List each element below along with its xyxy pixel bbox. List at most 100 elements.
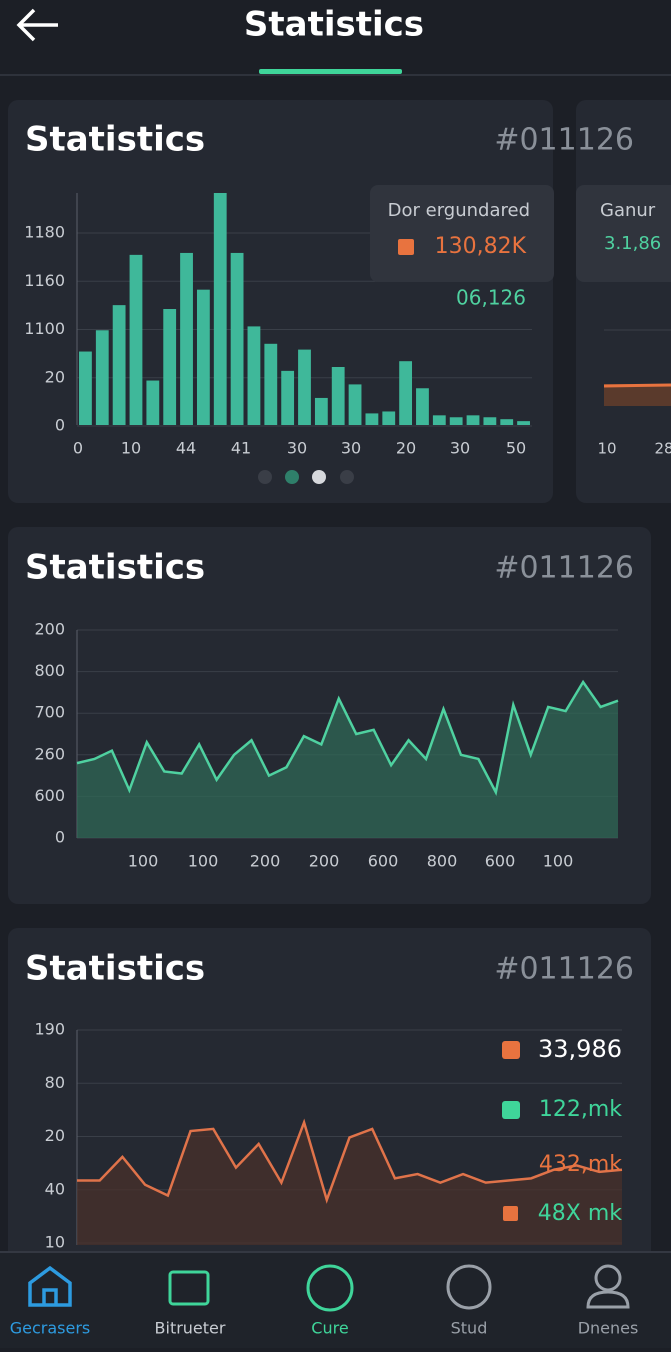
nav-icon[interactable] [28,1265,72,1307]
nav-icon[interactable] [594,1264,622,1292]
bar [331,367,345,425]
bar [348,384,362,425]
y-tick-label: 1160 [24,271,65,290]
y-tick-label: 1100 [24,319,65,338]
bar [112,305,126,425]
card-code: #011126 [494,952,634,987]
legend-swatch [502,1041,520,1059]
bar [483,417,497,425]
nav-label[interactable]: Dnenes [578,1319,639,1338]
bar [79,351,92,425]
x-tick-label: 10 [121,439,141,458]
legend-entry: 432,mk [539,1152,622,1177]
area [77,1122,622,1245]
nav-icon[interactable] [306,1264,354,1312]
bar [382,411,396,425]
legend-entry: 122,mk [539,1097,622,1122]
legend-swatch [502,1101,520,1119]
nav-label[interactable]: Bitrueter [155,1319,226,1338]
tooltip-sub: 06,126 [456,286,526,310]
x-tick-label: 100 [128,852,159,871]
page-dot[interactable] [340,470,354,484]
back-button[interactable] [16,8,58,42]
nav-icon[interactable] [168,1270,210,1306]
x-tick-label: 600 [485,852,516,871]
nav-label[interactable]: Stud [451,1319,488,1338]
x-tick-label: 28 [654,440,671,458]
line [77,1118,623,1204]
y-tick-label: 80 [45,1073,65,1092]
x-tick-label: 30 [287,439,307,458]
legend-entry: 48X mk [538,1201,622,1226]
card-code: #011126 [494,123,634,158]
x-tick-label: 50 [506,439,526,458]
bar [213,193,227,425]
bar [314,397,328,425]
x-tick-label: 100 [188,852,219,871]
legend-entry: 33,986 [538,1035,622,1063]
x-tick-label: 10 [597,440,616,458]
y-tick-label: 200 [34,620,65,639]
x-tick-label: 600 [368,852,399,871]
side-line [603,383,671,388]
card-code: #011126 [494,551,634,586]
bar [365,413,379,425]
side-area [604,384,671,406]
y-tick-label: 20 [45,367,65,386]
y-tick-label: 700 [34,703,65,722]
bar [230,252,244,425]
side-value: 3.1,86 [604,233,661,254]
nav-label[interactable]: Cure [311,1319,348,1338]
y-tick-label: 40 [45,1179,65,1198]
x-tick-label: 800 [427,852,458,871]
page-dot[interactable] [258,470,272,484]
legend-swatch [398,239,414,255]
area [77,682,618,838]
x-tick-label: 200 [309,852,340,871]
y-tick-label: 0 [55,416,65,435]
x-tick-label: 20 [396,439,416,458]
x-tick-label: 100 [543,852,574,871]
nav-icon[interactable] [586,1290,630,1309]
bar [264,343,278,425]
bar [163,309,177,425]
nav-icon[interactable] [446,1264,492,1310]
bar [416,388,429,425]
x-tick-label: 0 [73,439,83,458]
y-tick-label: 800 [34,661,65,680]
tooltip [576,185,671,282]
y-tick-label: 20 [45,1126,65,1145]
y-tick-label: 190 [34,1020,65,1039]
bar [180,252,193,425]
page-dot[interactable] [285,470,299,484]
legend-swatch [503,1206,518,1221]
bar [196,289,210,425]
card-title: Statistics [25,548,205,588]
bar [247,326,261,425]
y-tick-label: 0 [55,828,65,847]
tooltip-value: 130,82K [435,234,527,259]
bar [95,330,109,425]
tooltip-title: Dor ergundared [388,200,530,221]
nav-label[interactable]: Gecrasers [10,1319,91,1338]
bar [298,349,311,425]
page-dot[interactable] [312,470,326,484]
bar [466,415,480,425]
card-title: Statistics [25,949,205,989]
active-tab-indicator [259,69,402,74]
bar [449,417,463,425]
header-title: Statistics [244,5,424,45]
bar [281,370,295,425]
bar [517,421,530,425]
x-tick-label: 30 [341,439,361,458]
x-tick-label: 30 [450,439,470,458]
bar [432,415,446,425]
bar [399,361,413,425]
x-tick-label: 41 [231,439,251,458]
y-tick-label: 600 [34,786,65,805]
line [76,679,619,796]
tooltip [370,185,554,282]
bar [146,380,160,425]
